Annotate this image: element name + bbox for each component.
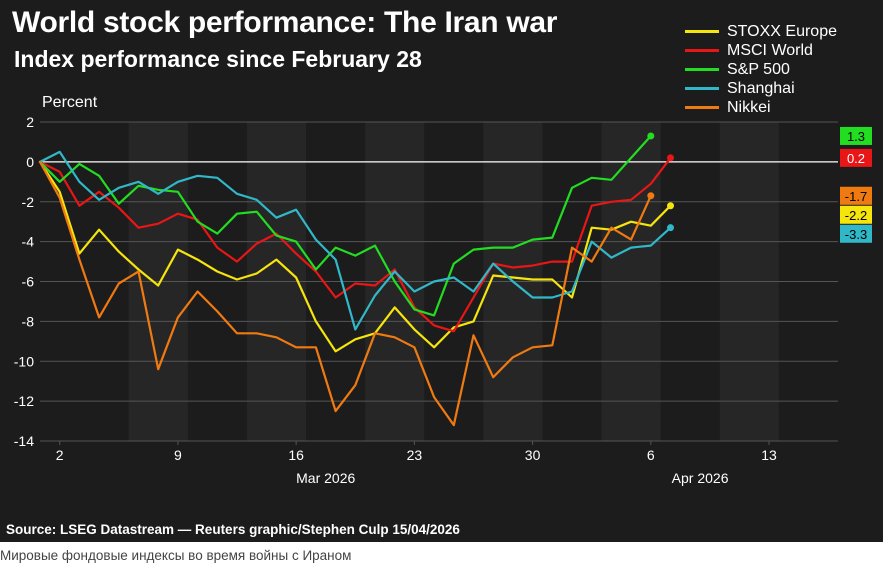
end-label-s-p-500: 1.3 xyxy=(847,129,865,144)
series-line-stoxx-europe xyxy=(38,160,672,353)
y-tick-0: 0 xyxy=(26,154,34,170)
series-line-nikkei xyxy=(38,160,652,427)
image-caption: Мировые фондовые индексы во время войны … xyxy=(0,548,352,563)
y-tick--10: -10 xyxy=(14,353,34,369)
y-tick--12: -12 xyxy=(14,393,34,409)
legend-label-sp500: S&P 500 xyxy=(727,60,790,78)
series-endpoint-nikkei xyxy=(647,192,655,200)
chart-subtitle: Index performance since February 28 xyxy=(14,46,422,72)
x-tick-labels: 2 9 16 23 30 6 13 Mar 2026 Apr 2026 xyxy=(56,441,777,486)
series-lines xyxy=(38,132,675,427)
chart-plot: 2 0 -2 -4 -6 -8 -10 -12 -14 2 9 16 23 30 6 13 Mar 2026 A… xyxy=(14,114,872,486)
y-axis-label: Percent xyxy=(42,94,98,111)
series-endpoint-stoxx-europe xyxy=(667,202,675,210)
end-label-box-nikkei xyxy=(840,186,872,205)
x-tick-6: 6 xyxy=(647,447,655,463)
x-tick-2: 2 xyxy=(56,447,64,463)
legend-item-nikkei: Nikkei xyxy=(685,98,837,117)
legend-item-shanghai: Shanghai xyxy=(685,79,837,98)
x-tick-9: 9 xyxy=(174,447,182,463)
end-label-box-msci-world xyxy=(840,148,872,167)
end-label-box-s-p-500 xyxy=(840,126,872,145)
series-line-s-p-500 xyxy=(38,134,652,317)
y-tick--6: -6 xyxy=(22,274,35,290)
series-line-shanghai xyxy=(38,150,672,331)
end-label-box-shanghai xyxy=(840,224,872,243)
legend-label-shanghai: Shanghai xyxy=(727,79,795,97)
end-label-stoxx-europe: -2.2 xyxy=(845,208,867,223)
legend-item-msci: MSCI World xyxy=(685,41,837,60)
series-endpoint-shanghai xyxy=(667,224,675,232)
end-label-box-stoxx-europe xyxy=(840,205,872,224)
legend-label-stoxx: STOXX Europe xyxy=(727,22,837,40)
month-label-Apr-2026: Apr 2026 xyxy=(672,470,729,486)
end-label-shanghai: -3.3 xyxy=(845,227,867,242)
y-tick--14: -14 xyxy=(14,433,34,449)
y-tick-2: 2 xyxy=(26,114,34,130)
legend-item-stoxx: STOXX Europe xyxy=(685,22,837,41)
series-endpoint-s-p-500 xyxy=(647,132,655,140)
legend-label-msci: MSCI World xyxy=(727,41,813,59)
legend-swatch-shanghai xyxy=(685,87,719,90)
end-labels: 1.3 0.2 -1.7 -2.2 -3.3 xyxy=(840,126,872,243)
legend-swatch-stoxx xyxy=(685,30,719,33)
y-tick--2: -2 xyxy=(22,194,35,210)
month-label-Mar-2026: Mar 2026 xyxy=(296,470,355,486)
x-tick-16: 16 xyxy=(288,447,304,463)
end-label-nikkei: -1.7 xyxy=(845,189,867,204)
y-tick-labels: 2 0 -2 -4 -6 -8 -10 -12 -14 xyxy=(14,114,34,449)
source-note: Source: LSEG Datastream — Reuters graphi… xyxy=(6,522,460,537)
chart-title: World stock performance: The Iran war xyxy=(12,6,558,39)
y-tick--4: -4 xyxy=(22,234,35,250)
legend-swatch-sp500 xyxy=(685,68,719,71)
end-label-msci-world: 0.2 xyxy=(847,151,865,166)
x-tick-23: 23 xyxy=(407,447,423,463)
legend-swatch-msci xyxy=(685,49,719,52)
chart-panel: 2 0 -2 -4 -6 -8 -10 -12 -14 2 9 16 23 30 6 13 Mar 2026 A… xyxy=(0,0,883,542)
series-endpoint-msci-world xyxy=(667,154,675,162)
legend-item-sp500: S&P 500 xyxy=(685,60,837,79)
x-tick-30: 30 xyxy=(525,447,541,463)
legend: STOXX Europe MSCI World S&P 500 Shanghai… xyxy=(685,22,837,117)
series-line-msci-world xyxy=(38,156,672,333)
legend-label-nikkei: Nikkei xyxy=(727,98,771,116)
legend-swatch-nikkei xyxy=(685,106,719,109)
x-tick-13: 13 xyxy=(761,447,777,463)
y-tick--8: -8 xyxy=(22,313,35,329)
